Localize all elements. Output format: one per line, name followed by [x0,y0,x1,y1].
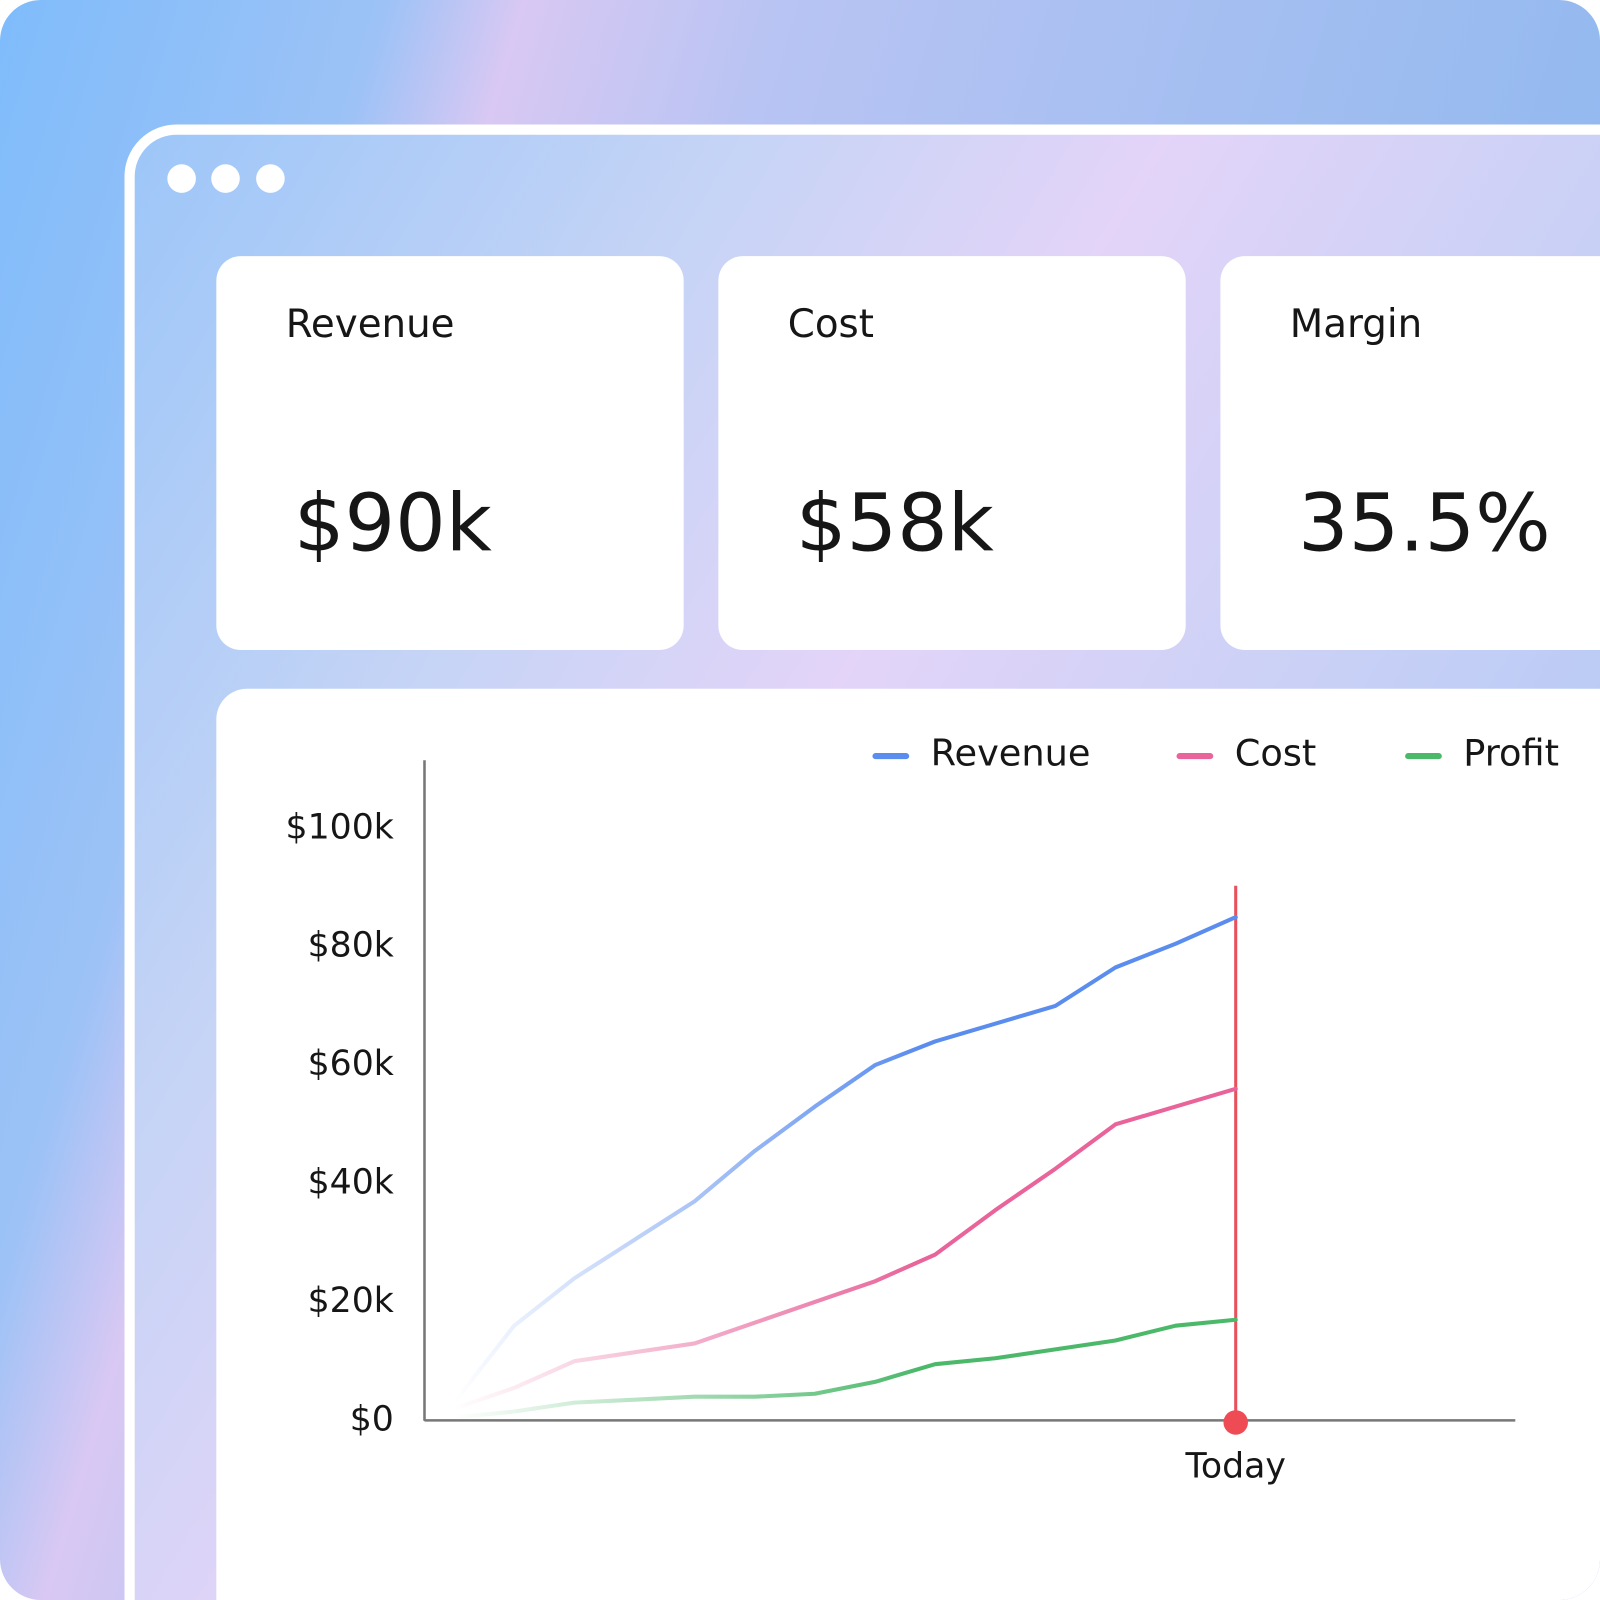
kpi-value: $90k [294,477,492,570]
window-dot[interactable] [167,164,196,193]
cards: Revenue $90k Cost $58k Margin 35.5% [216,256,1600,650]
y-tick-label: $0 [350,1399,394,1439]
kpi-card [216,256,684,650]
chart-panel [216,688,1600,1600]
window-dot[interactable] [256,164,285,193]
y-tick-label: $20k [308,1281,394,1321]
kpi-card [1220,256,1600,650]
y-tick-label: $60k [308,1044,394,1084]
legend-label: Cost [1235,732,1317,775]
legend-label: Profit [1463,732,1559,775]
series-line [452,1317,1238,1420]
x-tick-label: Today [1185,1446,1286,1486]
series-line [452,915,1238,1405]
y-tick-label: $100k [286,807,394,847]
kpi-label: Margin [1290,302,1422,347]
window-dot[interactable] [211,164,240,193]
kpi-value: $58k [796,477,994,570]
kpi-card [718,256,1186,650]
kpi-label: Revenue [286,302,455,347]
chart: $0 $20k $40k $60k $80k $100k Today Revenue Cost P… [286,732,1560,1487]
y-tick-label: $80k [308,926,394,966]
kpi-label: Cost [788,302,874,347]
y-tick-label: $40k [308,1163,394,1203]
kpi-value: 35.5% [1298,477,1551,570]
legend-label: Revenue [931,732,1091,775]
series-line [452,1086,1238,1411]
today-marker [1223,1410,1248,1435]
